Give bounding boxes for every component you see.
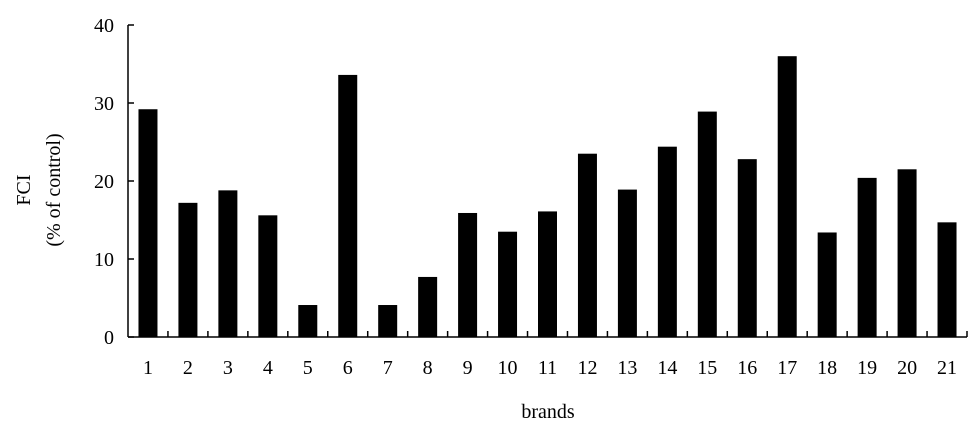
bar-11 (538, 211, 557, 337)
x-tick-label: 9 (463, 357, 473, 379)
bar-6 (338, 74, 358, 338)
bar-9 (458, 212, 478, 337)
bar-14 (657, 146, 677, 337)
x-tick-label: 11 (538, 357, 557, 379)
y-tick-label: 30 (94, 93, 114, 115)
x-tick-label: 10 (498, 357, 518, 379)
y-tick-label: 10 (94, 249, 114, 271)
y-axis-title-line1: FCI (13, 174, 35, 205)
x-tick-label: 3 (223, 357, 233, 379)
bar-8 (418, 276, 438, 337)
bar-2 (178, 202, 198, 337)
bar-21 (937, 222, 957, 337)
bar-10 (498, 231, 518, 337)
bar-13 (617, 189, 637, 337)
y-tick-label: 20 (94, 171, 114, 193)
x-tick-label: 8 (423, 357, 433, 379)
bar-7 (378, 305, 398, 337)
bar-20 (897, 169, 917, 337)
x-tick-label: 18 (817, 357, 837, 379)
x-tick-label: 2 (183, 357, 193, 379)
x-tick-label: 16 (737, 357, 757, 379)
y-axis-title-line2: (% of control) (43, 133, 65, 246)
y-tick-label: 40 (94, 15, 114, 37)
bar-1 (138, 109, 158, 338)
bar-5 (298, 305, 318, 337)
bars (138, 56, 957, 338)
bar-16 (737, 159, 757, 337)
bar-17 (777, 56, 797, 337)
x-tick-label: 1 (143, 357, 153, 379)
bar-18 (817, 232, 837, 337)
x-tick-label: 14 (657, 357, 677, 379)
x-axis-title: brands (521, 401, 575, 423)
x-tick-label: 19 (857, 357, 877, 379)
x-tick-label: 21 (937, 357, 957, 379)
x-tick-label: 5 (303, 357, 313, 379)
x-tick-label: 17 (777, 357, 797, 379)
x-tick-label: 6 (343, 357, 353, 379)
x-axis-ticks: 1 2 3 4 5 6 7 8 9 10 11 12 13 14 15 16 17 18 19 20 21 (143, 331, 968, 379)
bar-3 (218, 190, 238, 337)
x-tick-label: 15 (697, 357, 717, 379)
bar-4 (258, 215, 278, 337)
x-tick-label: 12 (577, 357, 597, 379)
y-tick-label: 0 (104, 327, 114, 349)
bar-15 (697, 111, 717, 337)
bar-19 (857, 177, 877, 337)
bar-12 (577, 153, 597, 337)
y-axis-ticks: 0 10 20 30 40 (94, 15, 134, 349)
x-tick-label: 4 (263, 357, 273, 379)
x-tick-label: 20 (897, 357, 917, 379)
x-tick-label: 7 (383, 357, 393, 379)
x-tick-label: 13 (617, 357, 637, 379)
